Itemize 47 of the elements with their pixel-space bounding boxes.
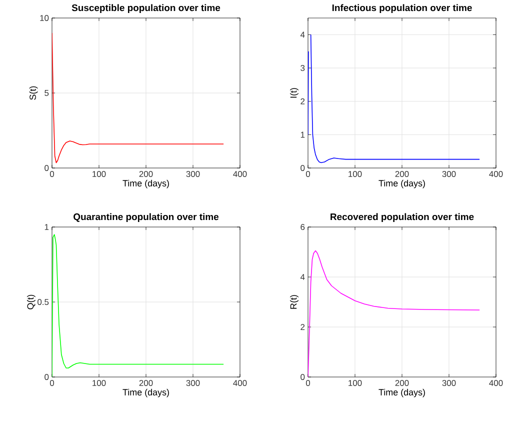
y-axis-title: Q(t) — [27, 294, 36, 310]
x-tick-label: 400 — [489, 380, 503, 386]
x-axis-title: Time (days) — [122, 388, 169, 398]
chart-title: Recovered population over time — [330, 213, 474, 222]
x-axis-title: Time (days) — [378, 180, 425, 188]
y-tick-label: 10 — [40, 15, 49, 21]
y-tick-label: 0 — [300, 165, 305, 171]
x-tick-label: 0 — [50, 171, 54, 178]
x-tick-label: 100 — [348, 171, 362, 178]
y-tick-label: 0 — [44, 165, 49, 171]
x-axis-title: Time (days) — [122, 180, 169, 188]
x-tick-label: 100 — [92, 171, 106, 178]
y-tick-label: 0.5 — [38, 299, 49, 305]
x-tick-label: 300 — [186, 171, 200, 178]
chart-title: Susceptible population over time — [72, 4, 220, 13]
y-tick-label: 4 — [300, 274, 305, 280]
y-tick-label: 2 — [300, 98, 305, 104]
y-tick-label: 1 — [44, 224, 49, 230]
x-axis-title: Time (days) — [378, 388, 425, 398]
chart-title: Infectious population over time — [332, 4, 472, 13]
y-tick-label: 6 — [300, 224, 305, 230]
x-tick-label: 200 — [139, 380, 153, 386]
y-axis-title: I(t) — [290, 88, 298, 98]
y-tick-label: 4 — [300, 32, 305, 38]
y-axis-title: R(t) — [290, 295, 298, 309]
y-tick-label: 2 — [300, 324, 305, 330]
x-tick-label: 100 — [92, 380, 106, 386]
x-tick-label: 200 — [395, 171, 409, 178]
y-tick-label: 5 — [44, 90, 49, 96]
x-tick-label: 200 — [139, 171, 153, 178]
x-tick-label: 300 — [442, 380, 456, 386]
x-tick-label: 0 — [306, 171, 310, 178]
x-tick-label: 300 — [186, 380, 200, 386]
x-tick-label: 200 — [395, 380, 409, 386]
y-tick-label: 1 — [300, 132, 305, 138]
y-tick-label: 3 — [300, 65, 305, 71]
y-tick-label: 0 — [44, 374, 49, 380]
x-tick-label: 100 — [348, 380, 362, 386]
y-tick-label: 0 — [300, 374, 305, 380]
x-tick-label: 400 — [233, 380, 247, 386]
chart-title: Quarantine population over time — [74, 213, 219, 222]
x-tick-label: 0 — [306, 380, 310, 386]
x-tick-label: 400 — [233, 171, 247, 178]
x-tick-label: 0 — [50, 380, 54, 386]
x-tick-label: 400 — [489, 171, 503, 178]
x-tick-label: 300 — [442, 171, 456, 178]
y-axis-title: S(t) — [29, 86, 38, 100]
